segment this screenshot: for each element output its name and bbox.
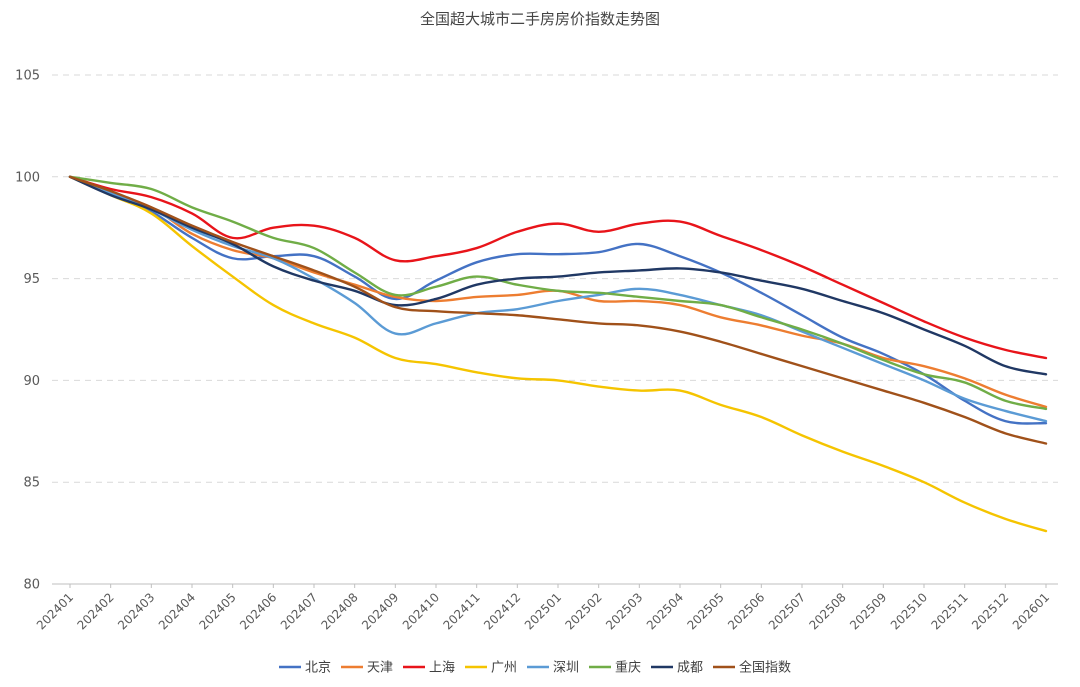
x-tick-label: 202511 (928, 590, 970, 632)
chart-title: 全国超大城市二手房房价指数走势图 (420, 10, 660, 28)
y-tick-label: 100 (15, 170, 40, 185)
legend-label: 重庆 (615, 660, 641, 676)
legend-label: 上海 (429, 661, 455, 676)
series-line-8 (68, 175, 1048, 445)
series-line-4 (68, 175, 1048, 533)
y-tick-label: 105 (15, 69, 40, 84)
x-tick-label: 202408 (318, 590, 360, 632)
x-tick-label: 202510 (888, 590, 930, 632)
legend-item: 深圳 (527, 661, 579, 676)
legend-label: 成都 (677, 661, 703, 676)
x-tick-label: 202501 (522, 590, 564, 632)
x-tick-label: 202407 (278, 590, 320, 632)
x-tick-label: 202402 (74, 590, 116, 632)
legend-label: 深圳 (553, 661, 579, 676)
x-axis-ticks: 2024012024022024032024042024052024062024… (34, 584, 1052, 633)
x-tick-label: 202410 (400, 590, 442, 632)
x-tick-label: 202508 (806, 590, 848, 632)
y-tick-label: 95 (23, 272, 40, 287)
x-tick-label: 202512 (969, 590, 1011, 632)
legend-item: 上海 (403, 661, 455, 676)
x-tick-label: 202412 (481, 590, 523, 632)
x-tick-label: 202601 (1010, 590, 1052, 632)
series-line-1 (68, 175, 1048, 425)
x-tick-label: 202406 (237, 590, 279, 632)
x-tick-label: 202401 (34, 590, 76, 632)
legend-label: 天津 (367, 661, 393, 676)
legend-item: 北京 (279, 661, 331, 676)
x-tick-label: 202509 (847, 590, 889, 632)
legend-label: 全国指数 (739, 660, 791, 676)
x-tick-label: 202404 (156, 590, 198, 632)
legend-item: 成都 (651, 661, 703, 676)
x-tick-label: 202411 (440, 590, 482, 632)
series-lines (68, 175, 1048, 533)
series-line-6 (68, 175, 1048, 411)
legend: 北京 天津 上海 广州 深圳 重庆 成都 全国指数 (279, 660, 791, 676)
series-line-7 (68, 175, 1048, 376)
y-tick-label: 90 (23, 374, 40, 389)
x-tick-label: 202506 (725, 590, 767, 632)
legend-item: 广州 (465, 661, 517, 676)
legend-item: 重庆 (589, 660, 641, 676)
series-line-3 (68, 175, 1048, 360)
x-tick-label: 202409 (359, 590, 401, 632)
y-axis-ticks: 80 85 90 95 100 105 (15, 69, 40, 593)
legend-item: 全国指数 (713, 660, 791, 676)
legend-item: 天津 (341, 661, 393, 676)
x-tick-label: 202507 (766, 590, 808, 632)
legend-label: 北京 (305, 661, 331, 676)
x-tick-label: 202505 (684, 590, 726, 632)
y-tick-label: 85 (23, 476, 40, 491)
x-tick-label: 202502 (562, 590, 604, 632)
x-tick-label: 202504 (644, 590, 686, 632)
legend-label: 广州 (491, 661, 517, 676)
series-line-5 (68, 175, 1048, 423)
y-tick-label: 80 (23, 578, 40, 593)
x-tick-label: 202403 (115, 590, 157, 632)
x-tick-label: 202405 (196, 590, 238, 632)
x-tick-label: 202503 (603, 590, 645, 632)
gridlines (52, 74, 1058, 585)
